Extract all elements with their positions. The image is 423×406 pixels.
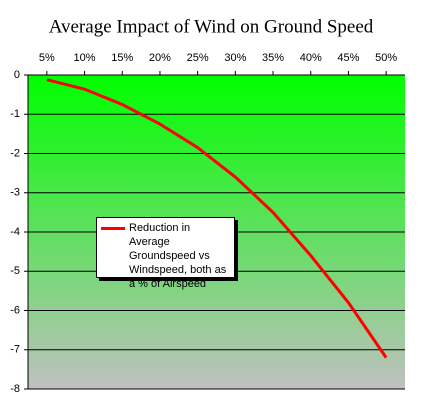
y-tick-label: -6 — [10, 304, 20, 316]
x-tick-label: 15% — [111, 52, 133, 64]
x-tick-label: 35% — [262, 52, 284, 64]
x-tick-label: 40% — [300, 52, 322, 64]
y-tick-label: -4 — [10, 226, 20, 238]
x-tick-label: 30% — [224, 52, 246, 64]
x-tick-label: 5% — [39, 52, 55, 64]
legend-label: Reduction in Average Groundspeed vs Wind… — [129, 222, 227, 290]
x-tick-label: 45% — [337, 52, 359, 64]
y-tick-label: -3 — [10, 187, 20, 199]
x-tick-label: 20% — [149, 52, 171, 64]
y-tick-label: 0 — [14, 69, 20, 81]
x-tick-label: 50% — [375, 52, 397, 64]
x-tick-label: 10% — [74, 52, 96, 64]
x-tick-label: 25% — [187, 52, 209, 64]
data-line — [46, 78, 388, 359]
y-tick-label: -5 — [10, 265, 20, 277]
y-tick-label: -1 — [10, 108, 20, 120]
y-tick-label: -7 — [10, 344, 20, 356]
legend: Reduction in Average Groundspeed vs Wind… — [96, 217, 235, 290]
chart-title: Average Impact of Wind on Ground Speed — [49, 16, 374, 37]
y-tick-label: -2 — [10, 147, 20, 159]
y-tick-label: -8 — [10, 383, 20, 395]
legend-swatch — [101, 227, 125, 230]
